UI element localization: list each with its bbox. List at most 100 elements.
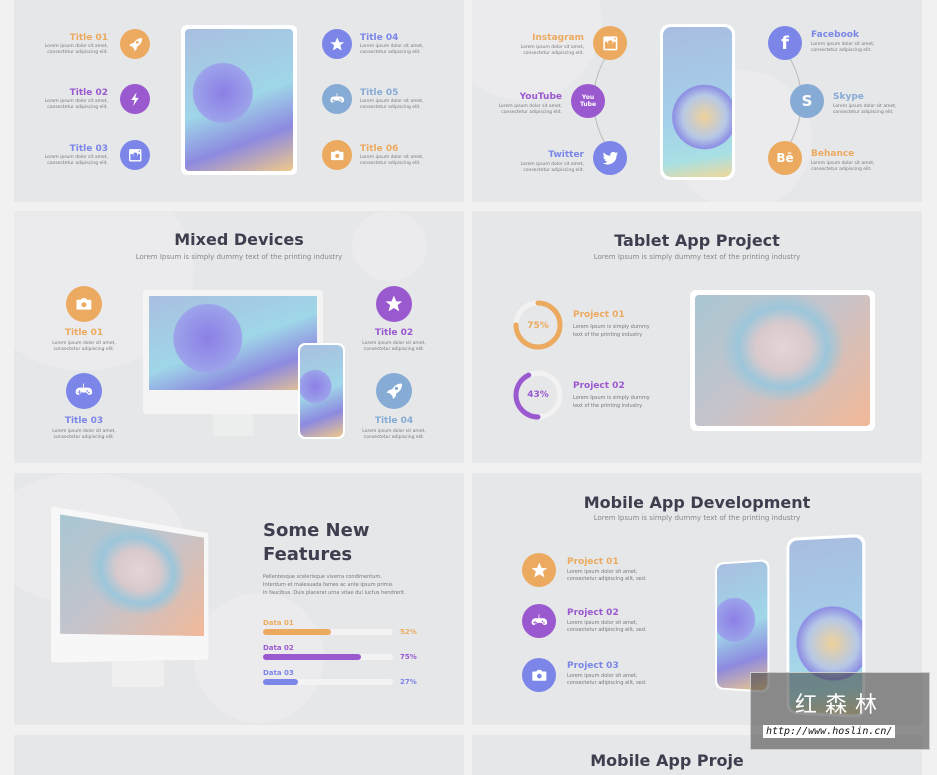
progress-bar [263,629,393,635]
monitor-stand [213,414,253,436]
project-title: Project 01 [573,310,625,320]
item-desc: Lorem ipsum dolor sit amet, consectetur a… [52,429,116,440]
social-desc: Lorem ipsum dolor sit amet, consectetur a… [520,162,584,173]
social-title: Facebook [811,30,859,40]
social-desc: Lorem ipsum dolor sit amet, consectetur a… [811,161,875,172]
slide-subtitle: Lorem Ipsum is simply dummy text of the … [593,253,801,261]
facebook-icon: f [768,26,802,60]
item-title: Title 01 [69,33,108,43]
slide-title: Tablet App Project [614,231,780,250]
item-title: Title 02 [69,88,108,98]
item-desc: Lorem ipsum dolor sit amet, consectetur a… [52,341,116,352]
progress-bar-fill [263,654,361,660]
camera-icon [522,658,556,692]
item-desc: Lorem ipsum dolor sit amet, consectetur a… [44,44,108,55]
star-icon [322,29,352,59]
bar-label: Data 03 [263,669,294,677]
slide-some-new-features[interactable]: Some New Features Pellentesque scelerisqu… [14,473,464,725]
project-title: Project 02 [573,381,625,391]
phone-mockup [660,24,735,180]
item-title: Title 02 [374,328,414,338]
social-title: Behance [811,149,855,159]
twitter-icon [593,141,627,175]
project-title: Project 01 [567,557,619,567]
camera-icon [322,140,352,170]
gamepad-icon [522,604,556,638]
item-title: Title 03 [64,416,104,426]
gamepad-icon [322,84,352,114]
slide-subtitle: Lorem Ipsum is simply dummy text of the … [135,253,343,261]
slide-title: Mobile App Proje [590,751,744,770]
ring-progress [513,300,563,350]
star-icon [376,286,412,322]
item-desc: Lorem ipsum dolor sit amet, consectetur a… [360,99,424,110]
ring-label: 43% [527,390,549,400]
features-paragraph: Pellentesque scelerisque viverra condime… [263,574,406,596]
item-title: Title 03 [69,144,108,154]
slide-feature-tablet[interactable]: Title 01 Lorem ipsum dolor sit amet, cons… [14,0,464,202]
social-title: Twitter [548,150,584,160]
camera-icon [66,286,102,322]
progress-bar [263,654,393,660]
slide-partial-left[interactable] [14,735,464,775]
project-desc: Lorem Ipsum is simply dummy text of the p… [573,324,650,338]
slide-mixed-devices[interactable]: Mixed Devices Lorem Ipsum is simply dumm… [14,211,464,463]
tablet-mockup [690,290,875,431]
monitor-mockup [50,506,209,663]
behance-icon: Bē [768,141,802,175]
social-title: Skype [833,92,864,102]
ring-label: 75% [527,321,549,331]
item-desc: Lorem ipsum dolor sit amet, consectetur a… [360,155,424,166]
item-title: Title 04 [374,416,414,426]
item-desc: Lorem ipsum dolor sit amet, consectetur a… [362,429,426,440]
social-desc: Lorem ipsum dolor sit amet, consectetur a… [811,42,875,53]
slide-social-phone[interactable]: Instagram Lorem ipsum dolor sit amet, con… [472,0,922,202]
item-desc: Lorem ipsum dolor sit amet, consectetur a… [44,155,108,166]
item-title: Title 05 [360,88,399,98]
slide-title: Mixed Devices [174,230,304,249]
social-title: YouTube [519,92,562,102]
item-title: Title 04 [360,33,399,43]
youtube-icon: You Tube [571,84,605,118]
bar-value: 52% [400,628,417,636]
gamepad-icon [66,373,102,409]
progress-bar-fill [263,679,299,685]
slide-title: Some New Features [263,520,370,565]
item-desc: Lorem ipsum dolor sit amet, consectetur a… [44,99,108,110]
ring-progress [513,370,563,420]
lightning-icon [120,84,150,114]
project-title: Project 02 [567,608,619,618]
project-desc: Lorem ipsum dolor sit amet, consectetur a… [567,673,647,686]
watermark-url: http://www.hoslin.cn/ [763,725,896,738]
slide-subtitle: Lorem Ipsum is simply dummy text of the … [593,514,801,522]
bar-label: Data 01 [263,619,294,627]
slide-tablet-app-project[interactable]: Tablet App Project Lorem Ipsum is simply… [472,211,922,463]
bar-value: 75% [400,653,417,661]
bar-label: Data 02 [263,644,294,652]
project-desc: Lorem ipsum dolor sit amet, consectetur a… [567,569,647,582]
item-title: Title 06 [360,144,399,154]
slide-title: Mobile App Development [583,493,811,512]
social-desc: Lorem ipsum dolor sit amet, consectetur a… [833,104,897,115]
instagram-icon [120,140,150,170]
monitor-mockup [143,290,323,414]
project-title: Project 03 [567,661,619,671]
social-desc: Lorem ipsum dolor sit amet, consectetur a… [498,104,562,115]
rocket-icon [376,373,412,409]
project-desc: Lorem ipsum dolor sit amet, consectetur a… [567,620,647,633]
item-title: Title 01 [64,328,104,338]
project-desc: Lorem Ipsum is simply dummy text of the p… [573,395,650,409]
item-desc: Lorem ipsum dolor sit amet, consectetur a… [360,44,424,55]
progress-bar-fill [263,629,331,635]
bar-value: 27% [400,678,417,686]
social-title: Instagram [532,33,584,43]
star-icon [522,553,556,587]
skype-icon: S [790,84,824,118]
social-desc: Lorem ipsum dolor sit amet, consectetur a… [520,45,584,56]
item-desc: Lorem ipsum dolor sit amet, consectetur a… [362,341,426,352]
progress-bar [263,679,393,685]
progress-rings [513,300,563,420]
tablet-mockup [181,25,297,175]
watermark: 红森林 http://www.hoslin.cn/ [750,672,930,750]
instagram-icon [593,26,627,60]
